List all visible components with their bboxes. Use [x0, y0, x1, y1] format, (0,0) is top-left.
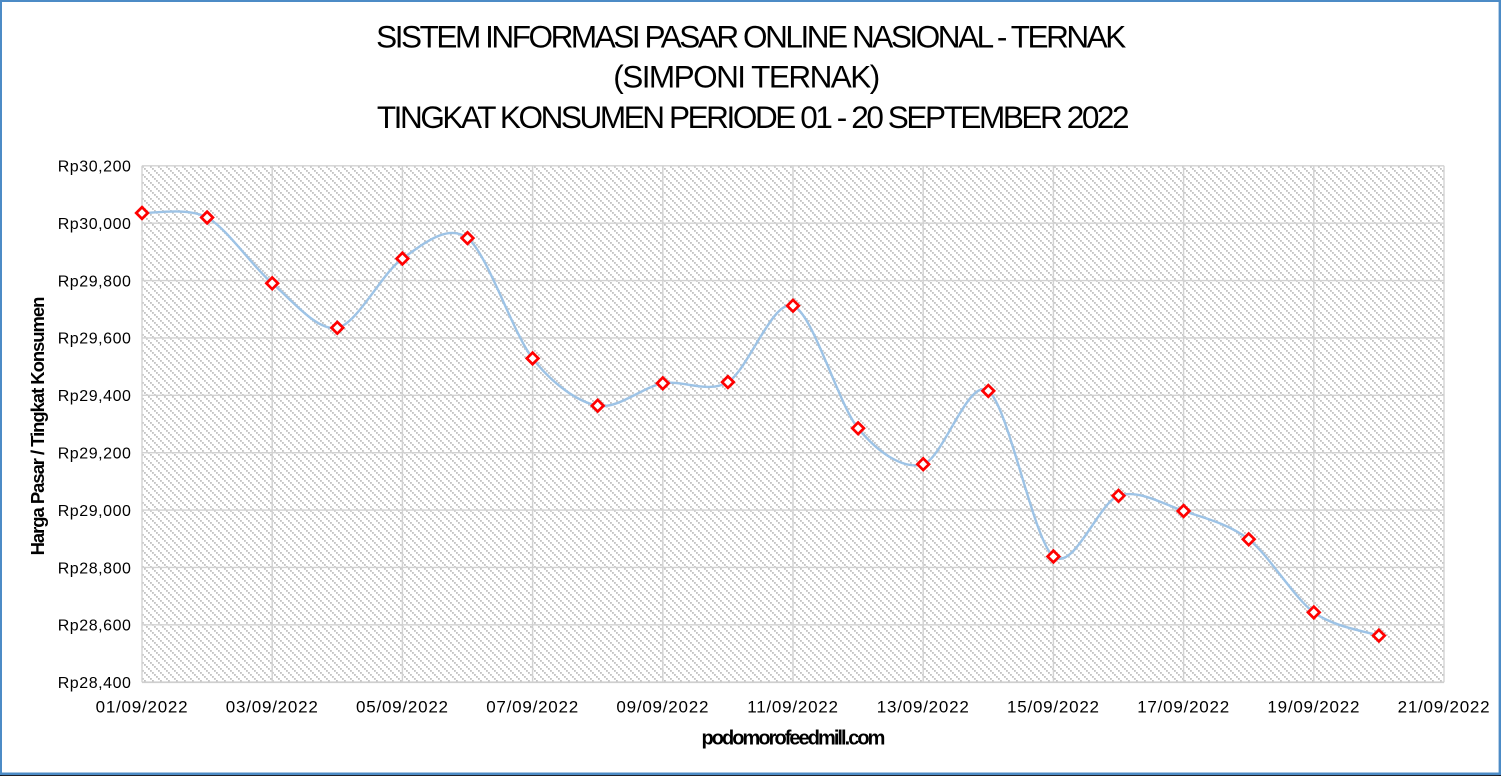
svg-text:03/09/2022: 03/09/2022	[226, 698, 319, 717]
svg-text:Rp30,000: Rp30,000	[58, 216, 132, 233]
svg-text:05/09/2022: 05/09/2022	[356, 698, 449, 717]
svg-text:Rp29,800: Rp29,800	[58, 273, 132, 290]
svg-text:Rp29,000: Rp29,000	[58, 503, 132, 520]
svg-text:09/09/2022: 09/09/2022	[616, 698, 709, 717]
svg-text:11/09/2022: 11/09/2022	[747, 698, 839, 717]
svg-text:Rp28,400: Rp28,400	[58, 675, 132, 692]
svg-text:13/09/2022: 13/09/2022	[877, 698, 970, 717]
svg-text:podomorofeedmill.com: podomorofeedmill.com	[702, 728, 885, 750]
svg-text:Rp28,800: Rp28,800	[58, 560, 132, 577]
svg-text:01/09/2022: 01/09/2022	[96, 698, 189, 717]
svg-text:TINGKAT KONSUMEN PERIODE 01 -: TINGKAT KONSUMEN PERIODE 01 - 20 SEPTEMB…	[377, 99, 1128, 135]
svg-text:19/09/2022: 19/09/2022	[1267, 698, 1360, 717]
svg-text:Rp28,600: Rp28,600	[58, 618, 132, 635]
svg-text:21/09/2022: 21/09/2022	[1398, 698, 1491, 717]
svg-text:07/09/2022: 07/09/2022	[486, 698, 579, 717]
svg-text:(SIMPONI TERNAK): (SIMPONI TERNAK)	[613, 59, 879, 95]
svg-text:Harga Pasar / Tingkat Konsumen: Harga Pasar / Tingkat Konsumen	[27, 297, 48, 556]
svg-text:15/09/2022: 15/09/2022	[1007, 698, 1100, 717]
svg-text:Rp29,400: Rp29,400	[58, 388, 132, 405]
svg-text:Rp30,200: Rp30,200	[58, 159, 132, 176]
svg-text:SISTEM INFORMASI PASAR ONLINE: SISTEM INFORMASI PASAR ONLINE NASIONAL -…	[376, 18, 1126, 54]
svg-text:Rp29,200: Rp29,200	[58, 446, 132, 463]
svg-text:Rp29,600: Rp29,600	[58, 331, 132, 348]
svg-text:17/09/2022: 17/09/2022	[1137, 698, 1230, 717]
